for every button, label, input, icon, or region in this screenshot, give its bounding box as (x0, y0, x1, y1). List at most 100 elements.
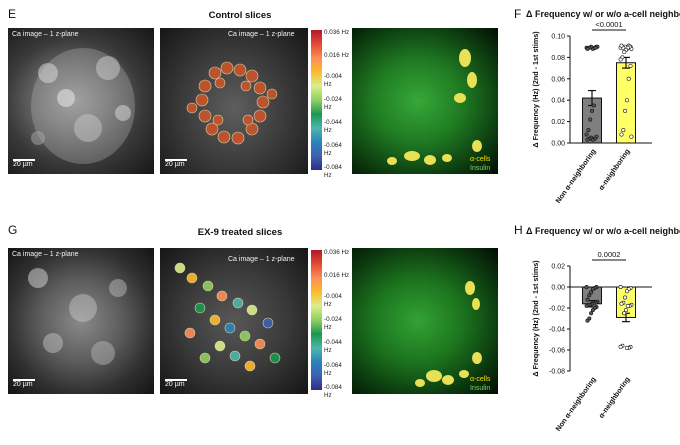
roi-cells (174, 262, 281, 372)
data-point (589, 290, 594, 295)
legend-insulin: Insulin (470, 385, 491, 392)
colorbar-tick: -0.024 (324, 316, 342, 323)
data-point (584, 132, 589, 137)
data-point (585, 46, 590, 51)
data-point (623, 108, 628, 113)
data-point (590, 108, 595, 113)
data-point (624, 308, 629, 313)
colorbar-unit: Hz (324, 301, 332, 308)
colorbar-unit: Hz (324, 81, 332, 88)
colorbar-unit: Hz (324, 347, 332, 354)
row-title-control: Control slices (208, 10, 272, 21)
scale-bar (13, 379, 35, 381)
data-point (584, 303, 589, 308)
scale-label: 20 µm (165, 381, 185, 388)
y-tick-label: 0.08 (551, 55, 565, 62)
data-point (626, 76, 631, 81)
colorbar-tick: -0.044 (324, 119, 342, 126)
colorbar-tick: -0.004 (324, 73, 342, 80)
y-axis-label: Δ Frequency (Hz) (2nd - 1st stims) (531, 260, 540, 377)
y-tick-label: -0.02 (549, 306, 565, 313)
data-point (619, 43, 624, 48)
overlay-caption: Ca image – 1 z-plane (228, 256, 295, 263)
scale-bar (165, 159, 187, 161)
y-tick-label: 0.00 (551, 285, 565, 292)
data-point (624, 289, 629, 294)
x-tick-label: Non α-neighboring (553, 375, 597, 433)
colorbar-tick: -0.024 (324, 96, 342, 103)
alpha-cells (415, 281, 482, 387)
panel-label-g: G (8, 223, 18, 237)
data-point (585, 318, 590, 323)
panel-label-h: H (514, 223, 523, 237)
colorbar-unit: Hz (324, 324, 332, 331)
ca-caption: Ca image – 1 z-plane (12, 31, 79, 38)
colorbar-tick: -0.084 (324, 384, 342, 391)
immunostain-control: α-cells Insulin (352, 28, 498, 174)
colorbar-tick: -0.064 (324, 362, 342, 369)
ca-caption: Ca image – 1 z-plane (12, 251, 79, 258)
p-value: 0.0002 (598, 250, 621, 259)
ca-texture (28, 268, 127, 365)
y-tick-label: -0.06 (549, 348, 565, 355)
data-point (625, 303, 630, 308)
y-tick-label: 0.02 (551, 264, 565, 271)
scale-bar (165, 379, 187, 381)
data-point (618, 284, 623, 289)
colorbar (311, 30, 322, 170)
legend-alpha-cells: α-cells (470, 376, 491, 383)
y-tick-label: -0.04 (549, 327, 565, 334)
data-point (621, 128, 626, 133)
colorbar-unit: Hz (324, 172, 332, 179)
scale-label: 20 µm (13, 381, 33, 388)
roi-overlay-control: Ca image – 1 z-plane 20 µm (160, 28, 308, 174)
data-point (624, 98, 629, 103)
colorbar-tick: 0.036 Hz (324, 29, 350, 36)
colorbar-tick: 0.016 Hz (324, 272, 350, 279)
colorbar-tick: -0.084 (324, 164, 342, 171)
data-point (586, 128, 591, 133)
chart-h: -0.08 -0.06 -0.04 -0.02 0.00 0.02 Δ Frequency … (531, 250, 652, 433)
scale-bar (13, 159, 35, 161)
colorbar-tick: 0.036 Hz (324, 249, 350, 256)
roi-overlay-ex9: Ca image – 1 z-plane 20 µm (160, 248, 308, 394)
data-point (628, 63, 633, 68)
alpha-cells (387, 49, 482, 165)
x-tick-label: α-neighboring (597, 147, 632, 192)
data-point (590, 308, 595, 313)
data-point (585, 137, 590, 142)
colorbar (311, 250, 322, 390)
data-point (618, 57, 623, 62)
data-point (585, 297, 590, 302)
chart-f: 0.00 0.02 0.04 0.06 0.08 0.10 Δ Frequency (Hz)… (531, 22, 652, 205)
x-tick-label: α-neighboring (597, 375, 632, 420)
scale-label: 20 µm (165, 161, 185, 168)
data-point (622, 50, 627, 55)
x-tick-label: Non α-neighboring (553, 147, 597, 205)
colorbar-tick: -0.004 (324, 293, 342, 300)
data-point (624, 345, 629, 350)
panel-label-e: E (8, 7, 17, 21)
y-tick-label: 0.00 (551, 141, 565, 148)
colorbar-unit: Hz (324, 150, 332, 157)
colorbar-unit: Hz (324, 392, 332, 399)
ca-image-ex9: Ca image – 1 z-plane 20 µm (8, 248, 154, 394)
data-point (619, 301, 624, 306)
overlay-caption: Ca image – 1 z-plane (228, 31, 295, 38)
colorbar-unit: Hz (324, 370, 332, 377)
y-tick-label: -0.08 (549, 369, 565, 376)
data-point (588, 117, 593, 122)
colorbar-tick: -0.064 (324, 142, 342, 149)
p-value: <0.0001 (595, 22, 622, 29)
y-tick-label: 0.06 (551, 76, 565, 83)
colorbar-unit: Hz (324, 104, 332, 111)
y-axis-label: Δ Frequency (Hz) (2nd - 1st stims) (531, 31, 540, 148)
roi-cells (186, 61, 278, 145)
legend-insulin: Insulin (470, 165, 491, 172)
data-point (589, 311, 594, 316)
chart-title-h: Δ Frequency w/ or w/o a-cell neighbors (526, 226, 680, 236)
ca-image-control: Ca image – 1 z-plane 20 µm (8, 28, 154, 174)
colorbar-tick: 0.016 Hz (324, 52, 350, 59)
bar (616, 62, 636, 144)
y-tick-label: 0.04 (551, 98, 565, 105)
